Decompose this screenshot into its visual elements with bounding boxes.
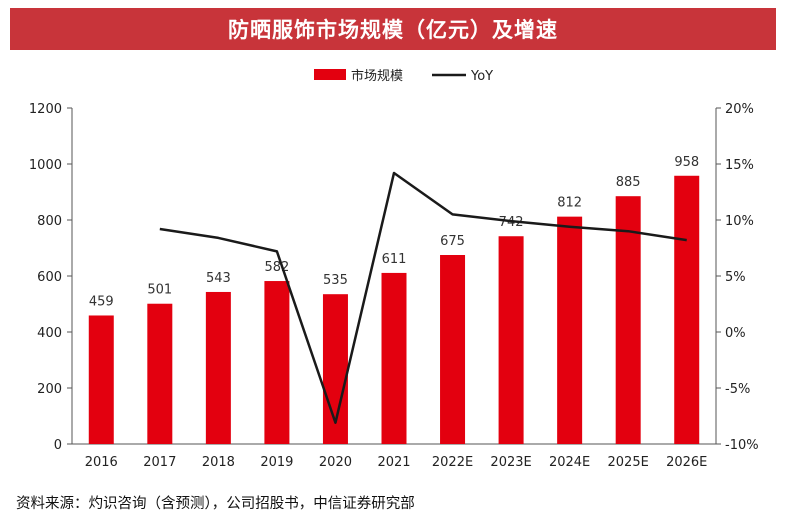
chart-title: 防晒服饰市场规模（亿元）及增速 — [228, 18, 558, 42]
legend-swatch-bar — [314, 69, 346, 80]
bar-value-label: 501 — [147, 283, 172, 298]
bar — [440, 255, 466, 444]
x-tick-label: 2022E — [432, 455, 473, 470]
y-right-tick-label: 15% — [725, 158, 754, 173]
legend-label-bar: 市场规模 — [351, 68, 403, 84]
y-right-tick-label: 20% — [725, 102, 754, 117]
source-note: 资料来源：灼识咨询（含预测），公司招股书，中信证券研究部 — [16, 496, 415, 512]
y-left-tick-label: 800 — [37, 214, 62, 229]
x-tick-label: 2019 — [260, 455, 293, 470]
bar-value-label: 543 — [206, 271, 231, 286]
y-right-tick-label: -5% — [725, 382, 750, 397]
bar — [264, 281, 290, 444]
chart-title-bar: 防晒服饰市场规模（亿元）及增速 — [10, 8, 776, 50]
y-left-tick-label: 0 — [54, 438, 62, 453]
y-left-tick-label: 200 — [37, 382, 62, 397]
x-tick-label: 2023E — [490, 455, 531, 470]
x-tick-label: 2017 — [143, 455, 176, 470]
bar — [205, 291, 231, 444]
x-tick-label: 2020 — [319, 455, 352, 470]
bar — [147, 303, 173, 444]
y-right-tick-label: -10% — [725, 438, 759, 453]
bar — [381, 272, 407, 444]
y-right-tick-label: 5% — [725, 270, 746, 285]
y-right-tick-label: 0% — [725, 326, 746, 341]
y-left-tick-label: 600 — [37, 270, 62, 285]
bar-value-label: 885 — [616, 175, 641, 190]
x-tick-label: 2016 — [85, 455, 118, 470]
bar — [674, 175, 700, 444]
y-left-tick-label: 1200 — [29, 102, 62, 117]
y-left-tick-label: 1000 — [29, 158, 62, 173]
bar-value-label: 742 — [499, 215, 524, 230]
bar — [498, 236, 524, 444]
x-tick-label: 2025E — [608, 455, 649, 470]
y-left-tick-label: 400 — [37, 326, 62, 341]
bar-value-label: 611 — [382, 252, 407, 267]
bar-value-label: 582 — [264, 260, 289, 275]
bar-value-label: 675 — [440, 234, 465, 249]
bar — [557, 216, 583, 444]
bar — [615, 196, 641, 444]
x-tick-label: 2026E — [666, 455, 707, 470]
yoy-line — [159, 171, 687, 424]
bar — [88, 315, 114, 444]
x-tick-label: 2024E — [549, 455, 590, 470]
bar-value-label: 958 — [674, 155, 699, 170]
y-right-tick-label: 10% — [725, 214, 754, 229]
bar-value-label: 459 — [89, 294, 114, 309]
legend-label-line: YoY — [470, 69, 493, 84]
x-tick-label: 2021 — [377, 455, 410, 470]
bar-value-label: 812 — [557, 196, 582, 211]
bar-value-label: 535 — [323, 273, 348, 288]
x-tick-label: 2018 — [202, 455, 235, 470]
